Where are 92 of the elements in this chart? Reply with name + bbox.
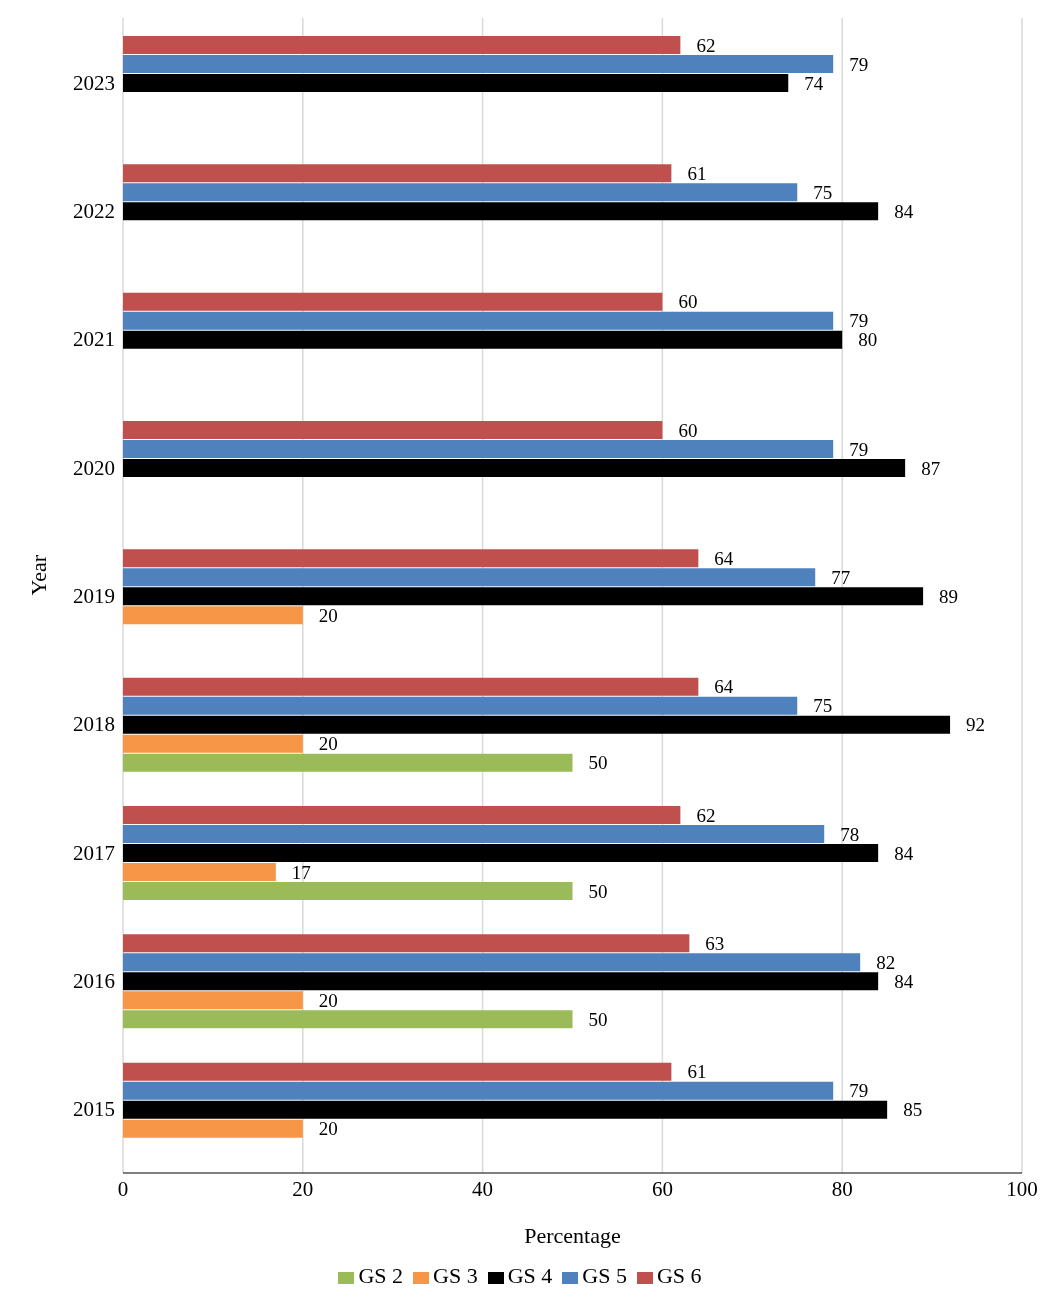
x-tick-label: 20 <box>292 1176 314 1201</box>
x-tick-label: 100 <box>1006 1176 1038 1201</box>
bar <box>123 753 573 772</box>
y-tick-label: 2023 <box>73 70 115 95</box>
bar <box>123 696 798 715</box>
bar <box>123 439 834 458</box>
data-label: 85 <box>903 1099 923 1121</box>
bar <box>123 934 690 953</box>
data-label: 61 <box>687 163 707 185</box>
y-axis-title: Year <box>25 554 51 596</box>
data-label: 89 <box>939 586 959 608</box>
bar <box>123 164 672 183</box>
data-label: 50 <box>588 880 608 902</box>
data-label: 77 <box>831 567 851 589</box>
legend-label: GS 6 <box>656 1263 702 1288</box>
bar <box>123 677 699 696</box>
y-tick-label: 2022 <box>73 198 115 223</box>
bar <box>123 73 789 92</box>
bar <box>123 568 816 587</box>
bar <box>123 35 681 54</box>
data-label: 82 <box>876 952 896 974</box>
legend-label: GS 4 <box>507 1263 553 1288</box>
data-label: 64 <box>714 676 734 698</box>
x-tick-label: 80 <box>831 1176 853 1201</box>
bar <box>123 420 663 439</box>
data-label: 79 <box>849 53 869 75</box>
bar <box>123 862 276 881</box>
y-tick-label: 2018 <box>73 712 115 737</box>
data-label: 80 <box>858 329 878 351</box>
bar <box>123 824 825 843</box>
bar <box>123 843 879 862</box>
data-label: 84 <box>894 842 914 864</box>
legend-label: GS 2 <box>358 1263 404 1288</box>
bar <box>123 587 924 606</box>
bar <box>123 606 303 625</box>
bar <box>123 202 879 221</box>
bar <box>123 1062 672 1081</box>
y-tick-label: 2016 <box>73 968 115 993</box>
bar <box>123 805 681 824</box>
bar <box>123 183 798 202</box>
data-label: 75 <box>813 182 833 204</box>
bar <box>123 1100 888 1119</box>
y-tick-label: 2017 <box>73 840 115 865</box>
bar <box>123 1119 303 1138</box>
x-tick-label: 40 <box>472 1176 494 1201</box>
data-label: 79 <box>849 438 869 460</box>
data-label: 92 <box>966 714 986 736</box>
bar <box>123 549 699 568</box>
x-axis-title: Percentage <box>524 1223 621 1248</box>
data-label: 20 <box>318 1118 338 1140</box>
bar <box>123 972 879 991</box>
data-label: 17 <box>291 861 311 883</box>
y-tick-label: 2015 <box>73 1097 115 1122</box>
y-tick-label: 2020 <box>73 455 115 480</box>
y-tick-label: 2021 <box>73 327 115 352</box>
bar <box>123 330 843 349</box>
data-label: 78 <box>840 823 860 845</box>
data-label: 84 <box>894 971 914 993</box>
data-label: 64 <box>714 548 734 570</box>
data-label: 74 <box>804 72 824 94</box>
bar <box>123 311 834 330</box>
x-tick-label: 0 <box>117 1176 129 1201</box>
bar <box>123 292 663 311</box>
bar <box>123 458 906 477</box>
bar <box>123 991 303 1010</box>
data-label: 20 <box>318 733 338 755</box>
legend-label: GS 3 <box>433 1263 478 1288</box>
x-tick-label: 60 <box>651 1176 673 1201</box>
data-label: 20 <box>318 605 338 627</box>
bar <box>123 734 303 753</box>
legend-label: GS 5 <box>582 1263 627 1288</box>
data-label: 60 <box>678 419 698 441</box>
bar <box>123 54 834 73</box>
bar <box>123 881 573 900</box>
data-label: 79 <box>849 310 869 332</box>
data-label: 75 <box>813 695 833 717</box>
data-label: 63 <box>705 933 725 955</box>
data-label: 61 <box>687 1061 707 1083</box>
bar <box>123 1081 834 1100</box>
data-label: 62 <box>696 34 716 56</box>
data-label: 62 <box>696 804 716 826</box>
data-label: 84 <box>894 201 914 223</box>
bar <box>123 715 951 734</box>
bar <box>123 953 861 972</box>
data-label: 60 <box>678 291 698 313</box>
data-label: 50 <box>588 1009 608 1031</box>
bar <box>123 1010 573 1029</box>
data-label: 20 <box>318 990 338 1012</box>
y-tick-label: 2019 <box>73 583 115 608</box>
data-label: 50 <box>588 752 608 774</box>
data-label: 87 <box>921 457 941 479</box>
data-label: 79 <box>849 1080 869 1102</box>
